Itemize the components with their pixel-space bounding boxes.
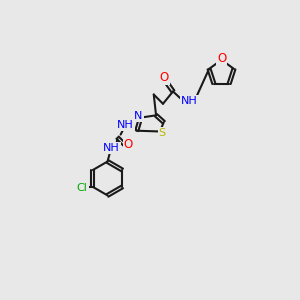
Text: NH: NH [103,143,120,153]
Text: Cl: Cl [77,184,88,194]
Text: S: S [159,128,166,138]
Text: NH: NH [117,119,134,130]
Text: N: N [134,111,142,121]
Text: O: O [217,52,226,65]
Text: O: O [124,138,133,151]
Text: NH: NH [181,96,197,106]
Text: O: O [159,71,168,84]
